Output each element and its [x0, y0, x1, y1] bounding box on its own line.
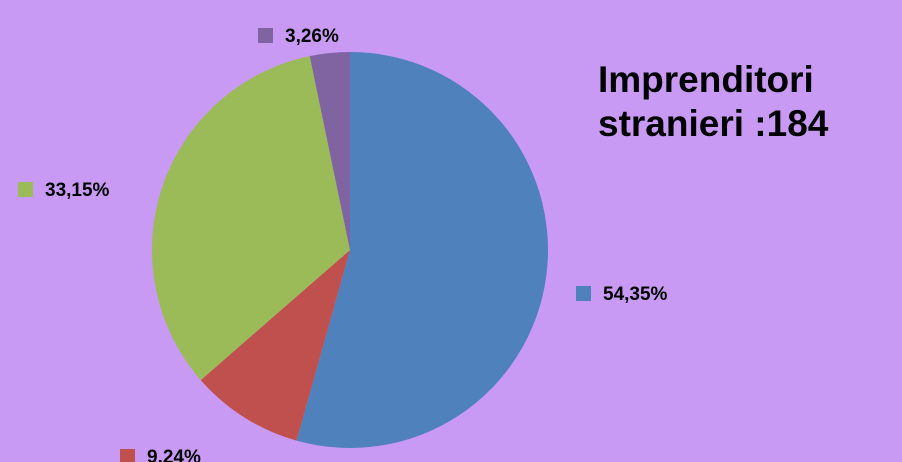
legend-marker-0 [576, 286, 591, 301]
chart-title-line-2: stranieri :184 [598, 103, 829, 144]
legend-marker-1 [120, 449, 135, 462]
legend-marker-3 [258, 28, 273, 43]
chart-title-line-1: Imprenditori [598, 59, 814, 100]
data-label-3: 3,26% [285, 26, 339, 47]
data-label-1: 9,24% [147, 447, 201, 462]
data-label-0: 54,35% [603, 284, 668, 305]
pie-slice-2 [151, 56, 350, 381]
pie-slice-3 [309, 52, 350, 250]
pie-slices [151, 52, 548, 448]
pie-slice-1 [200, 250, 350, 441]
pie-slice-0 [296, 52, 548, 448]
data-label-2: 33,15% [45, 180, 110, 201]
legend-marker-2 [18, 182, 33, 197]
pie-data-labels: 54,35% 9,24% 33,15% 3,26% [18, 26, 668, 462]
chart-title: Imprenditori stranieri :184 [598, 58, 898, 146]
